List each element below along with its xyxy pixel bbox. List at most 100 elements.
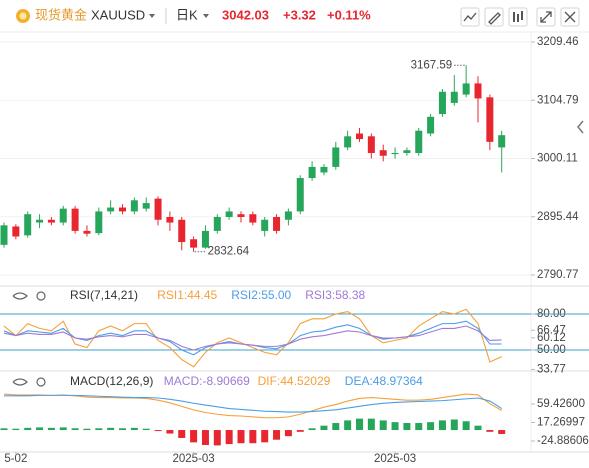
y-tick-label: 59.42600: [537, 398, 585, 410]
histogram-bar: [486, 430, 494, 432]
candle-body: [249, 214, 257, 223]
indicator-button[interactable]: [460, 7, 480, 27]
indicator-line: [3, 325, 502, 351]
y-tick-label: -24.88606: [537, 435, 589, 447]
candle-body: [47, 219, 55, 223]
histogram-bar: [273, 430, 281, 440]
candle-body: [462, 83, 470, 95]
candle-body: [344, 136, 352, 148]
x-tick-label: 2025-03: [374, 453, 416, 465]
histogram-bar: [95, 428, 103, 431]
y-tick-label: 33.77: [537, 363, 566, 375]
candle-body: [320, 166, 328, 173]
symbol[interactable]: XAUUSD: [91, 7, 145, 22]
indicator-line: [3, 308, 502, 368]
collapse-arrow[interactable]: [577, 120, 584, 134]
histogram-bar: [36, 427, 44, 431]
candle-body: [83, 230, 91, 234]
legend-entry: MACD:-8.90669: [164, 374, 250, 388]
period[interactable]: 日K: [176, 7, 198, 22]
y-tick-label: 60.12: [537, 332, 566, 344]
indicator-title: RSI(7,14,21): [70, 288, 138, 302]
indicator-title: MACD(12,26,9): [70, 374, 153, 388]
candle-body: [201, 230, 209, 248]
change: +3.32: [283, 7, 316, 22]
gear-icon[interactable]: [36, 377, 46, 387]
low-label: 2832.64: [208, 246, 250, 258]
candle-body: [237, 214, 245, 217]
change-pct: +0.11%: [327, 7, 371, 22]
candle-body: [308, 166, 316, 179]
histogram-bar: [427, 422, 435, 431]
histogram-bar: [0, 428, 8, 431]
candle-body: [450, 91, 458, 103]
draw-button[interactable]: [484, 7, 504, 27]
histogram-bar: [379, 420, 387, 431]
candle-body: [273, 216, 281, 231]
indicator-line: [4, 394, 502, 413]
close-button[interactable]: [560, 7, 580, 27]
histogram-bar: [12, 428, 20, 431]
histogram-bar: [438, 420, 446, 431]
histogram-bar: [237, 430, 245, 444]
candle-body: [0, 225, 8, 245]
histogram-bar: [178, 430, 186, 438]
candle-body: [486, 97, 494, 142]
candle-body: [498, 135, 506, 148]
rsi-icons: [12, 291, 46, 301]
histogram-bar: [213, 430, 221, 446]
coin-inner: [19, 12, 27, 20]
candle-body: [379, 150, 387, 156]
y-tick-label: 66.47: [537, 324, 566, 336]
price: 3042.03: [222, 7, 269, 22]
histogram-bar: [296, 430, 304, 432]
candle-body: [107, 207, 115, 212]
candle-body: [391, 152, 399, 155]
x-tick-label: 5-02: [4, 453, 27, 465]
histogram-bar: [59, 427, 67, 431]
indicator-icon: [463, 12, 477, 22]
histogram-bar: [119, 428, 126, 431]
dropdown-arrow[interactable]: [203, 14, 209, 18]
y-tick-label: 2895.44: [537, 211, 579, 223]
candle-body: [332, 147, 340, 167]
dropdown-arrow[interactable]: [149, 14, 155, 18]
high-label: 3167.59: [411, 59, 453, 71]
candle-body: [142, 203, 150, 209]
histogram-bar: [332, 423, 340, 431]
candle-body: [12, 226, 20, 237]
histogram-bar: [83, 428, 91, 431]
candle-body: [178, 219, 186, 243]
y-tick-label: 3209.46: [537, 36, 579, 48]
candle-button[interactable]: [508, 7, 528, 27]
instrument-name[interactable]: 现货黄金: [35, 7, 87, 22]
histogram-bar: [225, 430, 233, 445]
histogram-bar: [154, 430, 162, 432]
candle-body: [36, 219, 44, 223]
histogram-bar: [498, 430, 506, 434]
y-tick-label: 3000.11: [537, 153, 578, 165]
gear-icon[interactable]: [36, 291, 46, 301]
toolbar: [460, 7, 580, 27]
eye-icon[interactable]: [12, 292, 28, 300]
candle-body: [356, 133, 363, 140]
eye-icon[interactable]: [12, 378, 28, 386]
histogram-bar: [261, 430, 269, 443]
histogram-bar: [201, 430, 209, 445]
histogram-bar: [47, 427, 55, 431]
legend-entry: DEA:48.97364: [345, 374, 423, 388]
y-tick-label: 3104.79: [537, 94, 579, 106]
candle-body: [296, 178, 304, 212]
histogram-bar: [190, 430, 198, 443]
candle-body: [24, 214, 32, 236]
candle-body: [474, 83, 482, 99]
histogram-bar: [320, 425, 328, 431]
expand-button[interactable]: [536, 7, 556, 27]
candle-body: [95, 211, 103, 234]
histogram-bar: [415, 423, 423, 431]
candle-body: [415, 130, 423, 153]
macd-icons: [12, 377, 46, 387]
draw-icon: [488, 12, 501, 25]
histogram-bar: [391, 422, 399, 431]
